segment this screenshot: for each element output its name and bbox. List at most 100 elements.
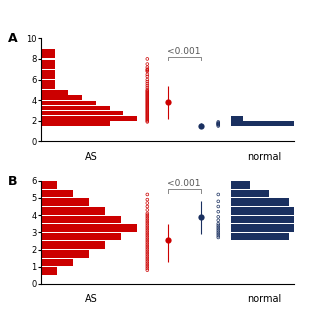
Point	[145, 97, 150, 102]
Point	[145, 74, 150, 79]
Point	[145, 106, 150, 111]
Point	[216, 192, 221, 197]
Point	[216, 204, 221, 209]
Bar	[231, 198, 289, 206]
Point	[145, 207, 150, 212]
Point	[145, 89, 150, 94]
Bar	[41, 181, 57, 189]
Bar	[41, 60, 55, 69]
Point	[216, 123, 221, 129]
Point	[145, 211, 150, 216]
Text: B: B	[8, 174, 17, 188]
Point	[145, 264, 150, 269]
Text: <0.001: <0.001	[167, 179, 201, 188]
Text: AS: AS	[85, 294, 98, 304]
Point	[145, 204, 150, 209]
Bar	[41, 207, 105, 215]
Point	[216, 223, 221, 228]
Point	[145, 85, 150, 90]
Point	[145, 242, 150, 247]
Point	[145, 238, 150, 243]
Point	[145, 192, 150, 197]
Point	[145, 254, 150, 259]
Point	[145, 93, 150, 99]
Point	[145, 240, 150, 245]
Point	[216, 232, 221, 237]
Point	[145, 65, 150, 70]
Text: <0.001: <0.001	[167, 47, 201, 56]
Bar	[41, 111, 123, 115]
Point	[145, 79, 150, 84]
Point	[145, 87, 150, 93]
Bar	[231, 216, 327, 223]
Bar	[231, 116, 243, 121]
Point	[145, 109, 150, 114]
Point	[216, 199, 221, 204]
Point	[145, 219, 150, 225]
Point	[145, 256, 150, 261]
Point	[145, 117, 150, 122]
Point	[145, 69, 150, 74]
Bar	[231, 224, 308, 232]
Point	[145, 119, 150, 124]
Point	[216, 228, 221, 233]
Point	[145, 112, 150, 117]
Point	[145, 88, 150, 93]
Text: AS: AS	[85, 152, 98, 162]
Point	[145, 100, 150, 105]
Point	[145, 247, 150, 252]
Point	[145, 249, 150, 254]
Point	[216, 209, 221, 214]
Bar	[41, 95, 82, 100]
Bar	[41, 224, 137, 232]
Point	[145, 245, 150, 250]
Bar	[231, 207, 308, 215]
Point	[145, 96, 150, 101]
Point	[145, 212, 150, 218]
Point	[216, 121, 221, 126]
Bar	[41, 106, 110, 110]
Bar	[41, 267, 57, 275]
Text: normal: normal	[247, 152, 281, 162]
Point	[145, 237, 150, 242]
Point	[216, 218, 221, 223]
Point	[145, 115, 150, 120]
Point	[145, 113, 150, 118]
Point	[145, 68, 150, 73]
Point	[145, 228, 150, 233]
Point	[145, 114, 150, 119]
Point	[145, 56, 150, 62]
Point	[145, 218, 150, 223]
Point	[145, 77, 150, 82]
Point	[145, 250, 150, 256]
Bar	[41, 90, 68, 95]
Point	[216, 120, 221, 125]
Point	[145, 103, 150, 108]
Point	[216, 122, 221, 128]
Point	[216, 119, 221, 124]
Point	[145, 252, 150, 257]
Point	[216, 225, 221, 230]
Point	[216, 221, 221, 226]
Point	[145, 216, 150, 221]
Point	[145, 111, 150, 116]
Bar	[41, 116, 137, 121]
Bar	[41, 80, 55, 89]
Point	[145, 197, 150, 202]
Bar	[41, 121, 110, 126]
Point	[145, 268, 150, 273]
Point	[216, 122, 221, 127]
Text: normal: normal	[247, 294, 281, 304]
Point	[145, 92, 150, 97]
Text: A: A	[8, 32, 18, 45]
Bar	[41, 250, 89, 258]
Point	[145, 225, 150, 230]
Bar	[231, 233, 289, 241]
Point	[145, 263, 150, 268]
Point	[145, 233, 150, 238]
Point	[145, 266, 150, 271]
Point	[145, 118, 150, 123]
Point	[216, 230, 221, 235]
Point	[216, 233, 221, 238]
Bar	[231, 190, 269, 197]
